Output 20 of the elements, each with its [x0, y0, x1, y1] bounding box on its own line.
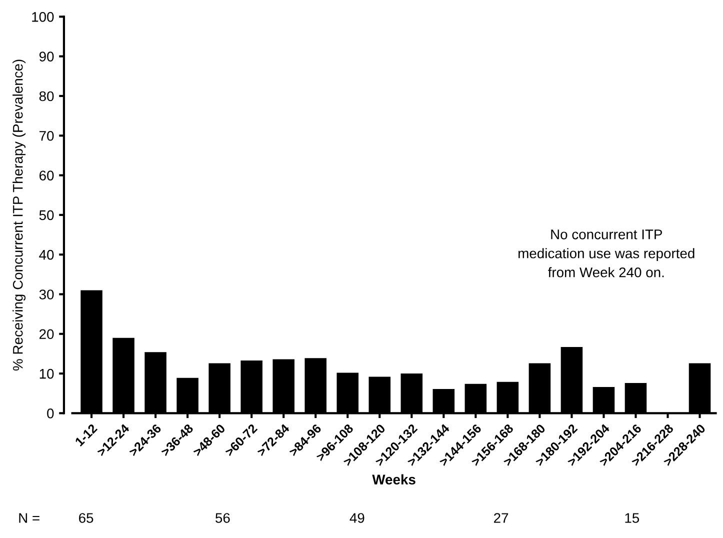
- y-tick-label: 40: [39, 250, 54, 260]
- y-tick-label: 20: [39, 329, 54, 340]
- y-tick-label: 80: [39, 91, 54, 102]
- y-tick-label: 0: [47, 408, 54, 418]
- text: N =: [19, 513, 40, 523]
- text: 15: [625, 513, 640, 523]
- text: 49: [350, 513, 364, 523]
- text: 65: [79, 513, 94, 523]
- y-tick-label: 60: [40, 170, 54, 180]
- y-tick-label: 30: [39, 290, 54, 300]
- text: 56: [216, 513, 230, 523]
- y-tick-label: 10: [40, 368, 54, 379]
- y-axis-title: % Receiving Concurrent ITP Therapy (Prevalence): [12, 60, 26, 370]
- text: 27: [494, 513, 508, 523]
- x-axis-title: Weeks: [372, 474, 416, 484]
- y-tick-label: 90: [39, 52, 54, 62]
- y-tick-label: 100: [32, 12, 54, 22]
- y-tick-label: 70: [40, 130, 54, 141]
- annotation: No concurrent ITP medication use was reported from Week 240 on.: [518, 230, 694, 278]
- y-tick-label: 50: [39, 210, 54, 220]
